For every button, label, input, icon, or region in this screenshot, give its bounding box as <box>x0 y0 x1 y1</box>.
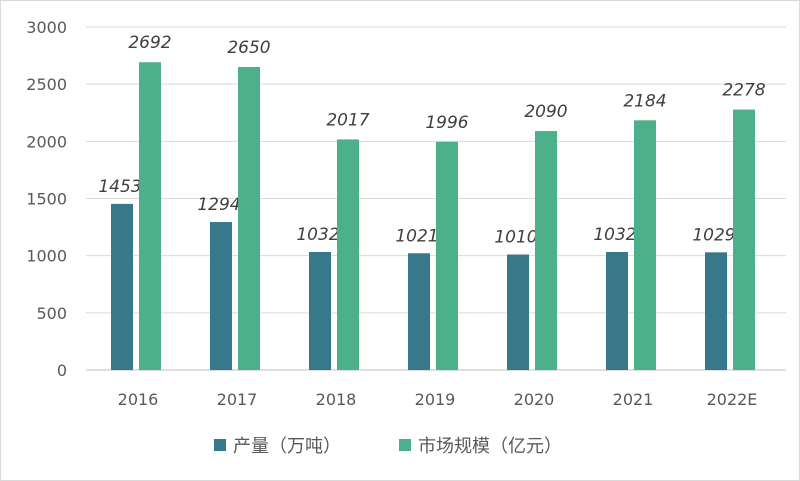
bar-market-size <box>139 62 161 371</box>
data-label: 2090 <box>524 102 567 122</box>
data-label: 1010 <box>494 228 537 248</box>
x-tick-label: 2018 <box>316 390 357 409</box>
x-tick-label: 2020 <box>514 390 555 409</box>
bar-production <box>507 254 529 370</box>
y-tick-label: 1000 <box>26 247 67 266</box>
bar-market-size <box>436 141 458 370</box>
data-label: 2650 <box>227 38 270 58</box>
bar-market-size <box>238 67 260 371</box>
y-tick-label: 0 <box>57 361 67 380</box>
y-tick-label: 3000 <box>26 18 67 37</box>
bar-production <box>111 203 133 370</box>
x-tick-label: 2017 <box>217 390 258 409</box>
bar-production <box>705 252 727 370</box>
legend-label: 市场规模（亿元） <box>418 436 562 457</box>
x-tick-label: 2019 <box>415 390 456 409</box>
bar-market-size <box>634 120 656 371</box>
legend-swatch <box>399 439 411 451</box>
bar-production <box>210 222 232 370</box>
bar-market-size <box>733 109 755 370</box>
data-label: 1029 <box>692 225 735 245</box>
x-tick-label: 2022E <box>707 390 758 409</box>
data-label: 1294 <box>197 195 240 215</box>
bar-production <box>309 252 331 370</box>
x-tick-label: 2021 <box>613 390 654 409</box>
y-tick-label: 2500 <box>26 75 67 94</box>
data-label: 1996 <box>425 113 468 133</box>
data-label: 2278 <box>722 81 765 101</box>
x-tick-label: 2016 <box>118 390 159 409</box>
y-tick-label: 500 <box>36 304 67 323</box>
data-label: 1032 <box>296 225 339 245</box>
data-label: 1032 <box>593 225 636 245</box>
data-label: 1021 <box>395 226 438 246</box>
y-tick-label: 2000 <box>26 132 67 151</box>
legend-swatch <box>214 439 226 451</box>
data-label: 2184 <box>623 91 666 111</box>
bar-market-size <box>337 139 359 370</box>
legend-label: 产量（万吨） <box>233 436 341 457</box>
y-tick-label: 1500 <box>26 190 67 209</box>
data-label: 1453 <box>98 177 141 197</box>
bar-production <box>408 253 430 370</box>
data-label: 2692 <box>128 33 171 53</box>
bar-market-size <box>535 131 557 370</box>
bar-production <box>606 252 628 370</box>
data-label: 2017 <box>326 110 369 130</box>
